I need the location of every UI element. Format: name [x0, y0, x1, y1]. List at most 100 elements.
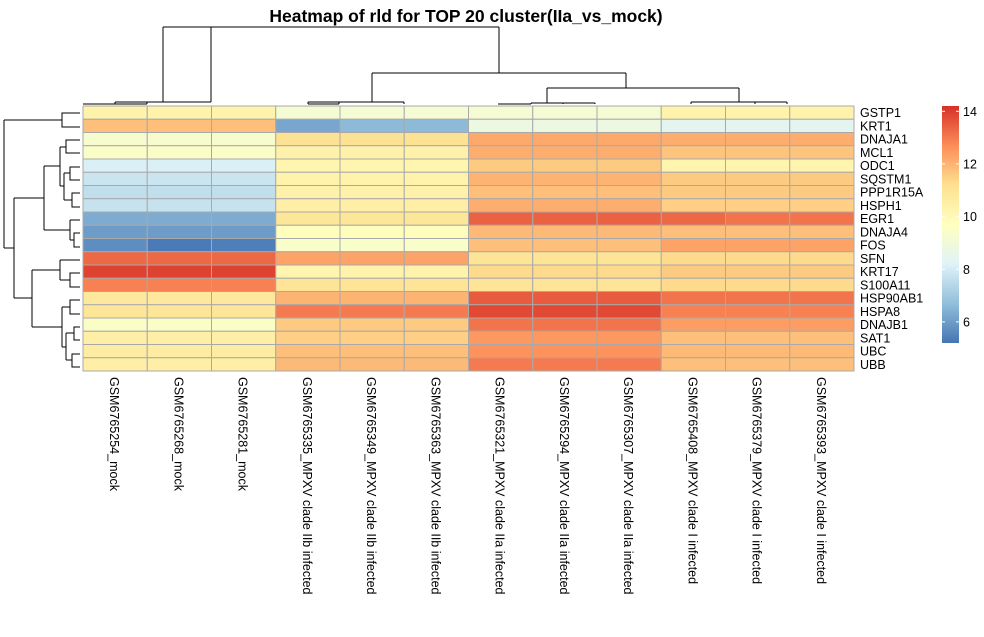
legend-tick-label: 8	[963, 263, 970, 277]
heatmap-cell	[403, 118, 469, 133]
heatmap-cells	[82, 105, 855, 372]
heatmap-cell	[789, 211, 855, 226]
row-dendro-branch	[3, 120, 33, 327]
heatmap-cell	[211, 171, 277, 186]
heatmap-cell	[725, 317, 791, 332]
heatmap-cell	[275, 158, 341, 173]
heatmap-cell	[339, 330, 405, 345]
heatmap-cell	[532, 317, 598, 332]
heatmap-cell	[725, 171, 791, 186]
chart-title: Heatmap of rld for TOP 20 cluster(IIa_vs…	[269, 6, 662, 26]
heatmap-cell	[468, 264, 534, 279]
heatmap-cell	[468, 105, 534, 120]
heatmap-cell	[403, 357, 469, 372]
heatmap-cell	[725, 344, 791, 359]
heatmap-cell	[82, 317, 148, 332]
heatmap-cell	[211, 291, 277, 306]
heatmap-cell	[660, 185, 726, 200]
heatmap-cell	[211, 132, 277, 147]
column-label: GSM6765408_MPXV clade I infected	[685, 377, 699, 584]
heatmap-cell	[789, 251, 855, 266]
heatmap-cell	[211, 198, 277, 213]
heatmap-cell	[403, 211, 469, 226]
heatmap-cell	[146, 304, 212, 319]
heatmap-cell	[211, 317, 277, 332]
heatmap-cell	[468, 185, 534, 200]
heatmap-cell	[789, 264, 855, 279]
legend-ticks: 6 8 10 12 14	[942, 105, 977, 329]
heatmap-cell	[789, 132, 855, 147]
col-dendro-branch	[83, 27, 212, 105]
heatmap-cell	[403, 251, 469, 266]
column-label: GSM6765307_MPXV clade IIa infected	[621, 377, 635, 595]
heatmap-cell	[789, 171, 855, 186]
row-dendro-branch	[14, 166, 45, 230]
heatmap-cell	[596, 264, 662, 279]
heatmap-cell	[789, 105, 855, 120]
heatmap-cell	[146, 344, 212, 359]
row-label: FOS	[860, 239, 886, 253]
heatmap-cell	[532, 330, 598, 345]
heatmap-cell	[82, 344, 148, 359]
heatmap-cell	[403, 198, 469, 213]
heatmap-cell	[725, 118, 791, 133]
heatmap-cell	[82, 198, 148, 213]
heatmap-cell	[82, 304, 148, 319]
heatmap-cell	[275, 357, 341, 372]
heatmap-cell	[211, 330, 277, 345]
heatmap-cell	[596, 238, 662, 253]
heatmap-cell	[339, 198, 405, 213]
heatmap-cell	[532, 118, 598, 133]
heatmap-cell	[211, 304, 277, 319]
heatmap-cell	[339, 171, 405, 186]
heatmap-cell	[339, 158, 405, 173]
heatmap-cell	[789, 330, 855, 345]
heatmap-cell	[82, 291, 148, 306]
heatmap-cell	[211, 357, 277, 372]
heatmap-cell	[468, 211, 534, 226]
row-label: MCL1	[860, 146, 893, 160]
heatmap-cell	[403, 132, 469, 147]
heatmap-cell	[275, 291, 341, 306]
heatmap-cell	[82, 132, 148, 147]
heatmap-cell	[82, 277, 148, 292]
heatmap-cell	[146, 224, 212, 239]
column-label: GSM6765281_mock	[236, 377, 250, 492]
heatmap-cell	[596, 198, 662, 213]
heatmap-cell	[403, 238, 469, 253]
column-label: GSM6765254_mock	[107, 377, 121, 492]
heatmap-cell	[532, 105, 598, 120]
heatmap-cell	[275, 118, 341, 133]
col-dendro-branch	[547, 87, 740, 102]
row-dendro-branch	[32, 259, 80, 288]
heatmap-cell	[82, 357, 148, 372]
heatmap-cell	[339, 357, 405, 372]
heatmap-cell	[789, 145, 855, 160]
heatmap-cell	[146, 211, 212, 226]
heatmap-cell	[725, 291, 791, 306]
row-label: SQSTM1	[860, 172, 911, 186]
heatmap-cell	[468, 304, 534, 319]
heatmap-cell	[82, 264, 148, 279]
col-dendro-branch	[372, 72, 627, 88]
heatmap-cell	[146, 185, 212, 200]
heatmap-cell	[403, 145, 469, 160]
heatmap-cell	[725, 277, 791, 292]
heatmap-cell	[660, 251, 726, 266]
col-dendro-branch	[163, 26, 500, 73]
heatmap-cell	[532, 171, 598, 186]
heatmap-cell	[275, 198, 341, 213]
heatmap-cell	[596, 171, 662, 186]
heatmap-cell	[403, 105, 469, 120]
row-label: DNAJB1	[860, 318, 908, 332]
heatmap-cell	[211, 185, 277, 200]
heatmap-cell	[339, 224, 405, 239]
heatmap-cell	[532, 264, 598, 279]
heatmap-cell	[82, 158, 148, 173]
heatmap-cell	[725, 185, 791, 200]
heatmap-cell	[660, 198, 726, 213]
color-legend: 6 8 10 12 14	[942, 105, 977, 343]
heatmap-cell	[403, 185, 469, 200]
heatmap-cell	[146, 317, 212, 332]
heatmap-cell	[82, 238, 148, 253]
